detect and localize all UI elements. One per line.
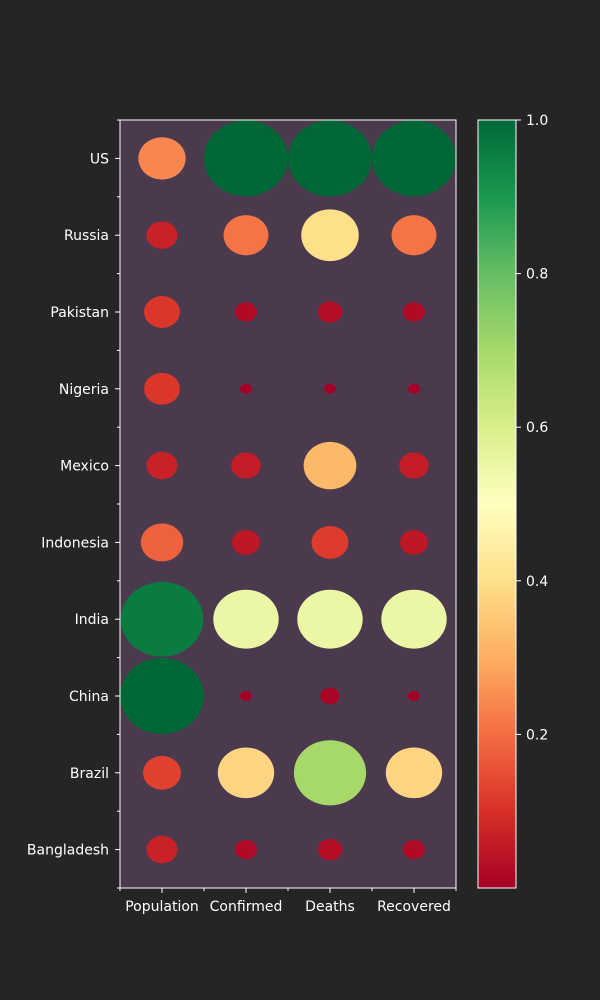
x-tick-label-population: Population [125, 899, 199, 915]
bubble-india-deaths [297, 589, 363, 649]
x-tick-label-recovered: Recovered [377, 899, 451, 915]
bubble-indonesia-deaths [311, 525, 349, 559]
y-axis: US Russia Pakistan Nigeria Mexico Indonesia In… [27, 119, 120, 889]
bubble-mexico-population [146, 451, 178, 480]
bubble-china-recovered [408, 691, 420, 701]
bubble-mexico-deaths [303, 441, 357, 490]
bubble-russia-population [146, 221, 178, 249]
bubble-china-deaths [320, 687, 340, 705]
bubble-russia-confirmed [223, 215, 269, 256]
bubble-nigeria-population [144, 372, 180, 405]
y-tick-label-russia: Russia [64, 228, 109, 244]
bubble-nigeria-confirmed [240, 383, 252, 394]
bubble-brazil-population [143, 755, 181, 790]
bubble-bangladesh-population [146, 835, 178, 864]
colorbar-tick-label: 1.0 [526, 113, 548, 129]
y-tick-label-mexico: Mexico [60, 459, 109, 475]
y-tick-label-brazil: Brazil [70, 766, 109, 782]
x-tick-label-confirmed: Confirmed [210, 899, 283, 915]
bubble-pakistan-deaths [317, 301, 343, 323]
bubble-us-population [138, 137, 186, 180]
y-tick-label-nigeria: Nigeria [59, 382, 109, 398]
bubble-us-deaths [288, 120, 372, 197]
bubble-bangladesh-recovered [402, 839, 426, 860]
bubble-india-population [120, 581, 204, 657]
colorbar-tick-label: 0.4 [526, 574, 548, 590]
bubble-nigeria-deaths [324, 383, 336, 394]
bubble-bangladesh-confirmed [234, 839, 258, 860]
bubble-mexico-confirmed [231, 452, 261, 479]
y-tick-label-pakistan: Pakistan [50, 305, 109, 321]
bubble-india-recovered [381, 589, 447, 649]
bubble-bangladesh-deaths [317, 838, 343, 861]
colorbar [477, 119, 517, 889]
x-axis: Population Confirmed Deaths Recovered [119, 888, 457, 915]
bubble-russia-recovered [391, 215, 437, 256]
bubble-layer [120, 120, 456, 864]
bubble-pakistan-population [144, 296, 180, 328]
bubble-indonesia-population [140, 523, 184, 562]
colorbar-tick-label: 0.2 [526, 727, 548, 743]
bubble-pakistan-confirmed [234, 302, 258, 322]
bubble-brazil-deaths [293, 740, 367, 806]
bubble-us-recovered [372, 120, 456, 197]
bubble-russia-deaths [301, 209, 359, 262]
y-tick-label-india: India [75, 612, 109, 628]
bubble-indonesia-recovered [399, 530, 429, 555]
bubble-pakistan-recovered [402, 302, 426, 322]
colorbar-axis: 0.2 0.4 0.6 0.8 1.0 [516, 113, 548, 743]
bubble-china-population [120, 658, 204, 734]
y-tick-label-indonesia: Indonesia [41, 535, 109, 551]
y-tick-label-bangladesh: Bangladesh [27, 843, 109, 859]
y-tick-label-china: China [69, 689, 109, 705]
colorbar-tick-label: 0.8 [526, 267, 548, 283]
bubble-brazil-confirmed [217, 747, 275, 799]
bubble-us-confirmed [204, 120, 288, 197]
bubble-india-confirmed [213, 589, 279, 649]
x-tick-label-deaths: Deaths [305, 899, 355, 915]
bubble-china-confirmed [240, 691, 252, 701]
bubble-nigeria-recovered [408, 383, 420, 394]
colorbar-tick-label: 0.6 [526, 420, 548, 436]
bubble-brazil-recovered [385, 747, 443, 799]
bubble-indonesia-confirmed [231, 530, 261, 555]
y-tick-label-us: US [90, 151, 109, 167]
bubble-mexico-recovered [399, 452, 429, 479]
